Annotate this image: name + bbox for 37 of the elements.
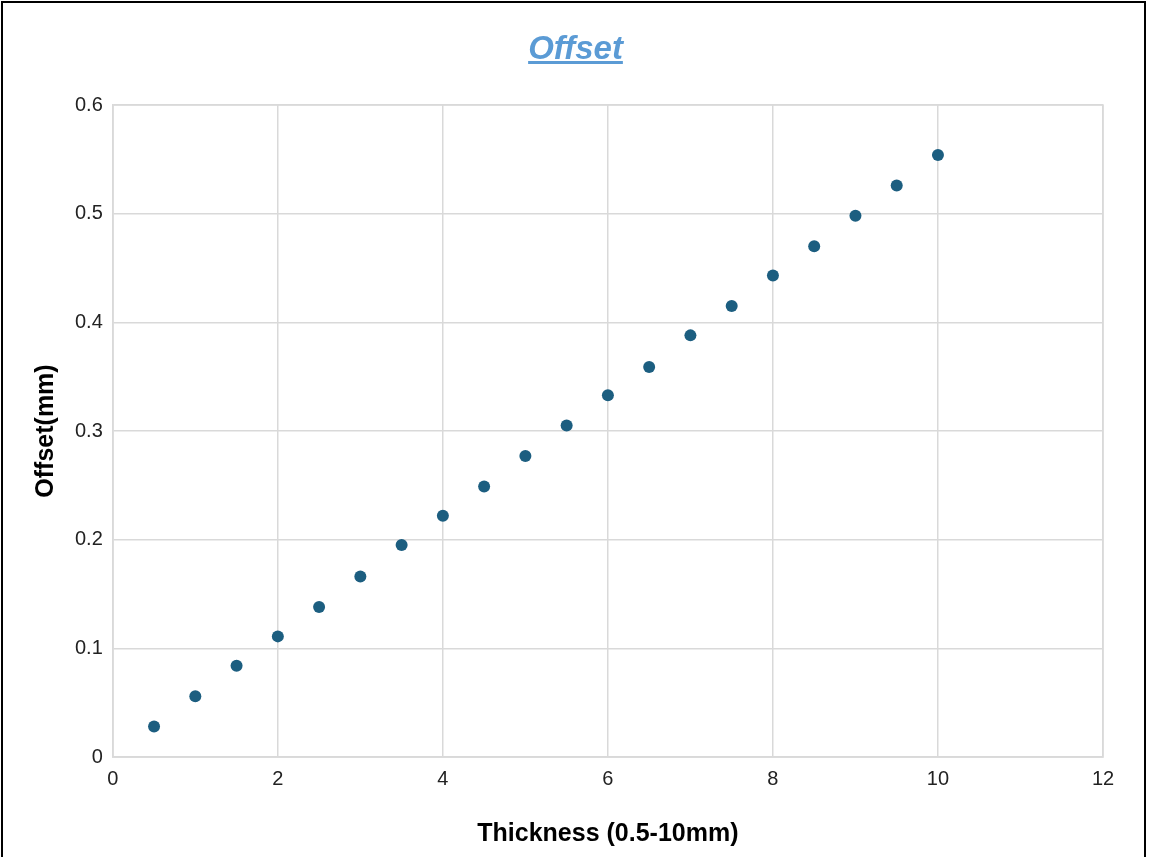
- point: [684, 329, 697, 342]
- point: [519, 449, 532, 462]
- point: [601, 389, 614, 402]
- x-tick-label: 0: [107, 766, 119, 789]
- point: [354, 570, 367, 583]
- x-axis-title: Thickness (0.5-10mm): [477, 817, 739, 846]
- x-tick-label: 10: [926, 766, 950, 789]
- point: [436, 509, 449, 522]
- point: [271, 630, 284, 643]
- x-tick-label: 4: [437, 766, 449, 789]
- y-tick-label: 0.3: [74, 418, 103, 441]
- y-tick-label: 0.5: [74, 201, 103, 224]
- point: [395, 539, 408, 552]
- point: [725, 300, 738, 313]
- point: [148, 720, 161, 733]
- chart-title: Offset: [527, 29, 625, 67]
- point: [230, 659, 243, 672]
- x-tick-label: 8: [767, 766, 779, 789]
- y-tick-label: 0.1: [74, 635, 103, 658]
- y-tick-label: 0.2: [74, 527, 103, 550]
- point: [808, 240, 821, 253]
- point: [890, 179, 903, 192]
- point: [313, 601, 326, 614]
- y-tick-label: 0.4: [74, 309, 103, 332]
- point: [643, 360, 656, 373]
- y-tick-label: 0.6: [74, 92, 103, 115]
- point: [766, 269, 779, 282]
- y-axis-title: Offset(mm): [29, 364, 58, 498]
- x-tick-label: 12: [1091, 766, 1115, 789]
- y-tick-label: 0: [91, 744, 103, 767]
- point: [849, 209, 862, 222]
- x-tick-label: 2: [272, 766, 284, 789]
- point: [560, 419, 573, 432]
- point: [931, 148, 944, 161]
- point: [189, 690, 202, 703]
- x-tick-label: 6: [602, 766, 614, 789]
- point: [478, 480, 491, 493]
